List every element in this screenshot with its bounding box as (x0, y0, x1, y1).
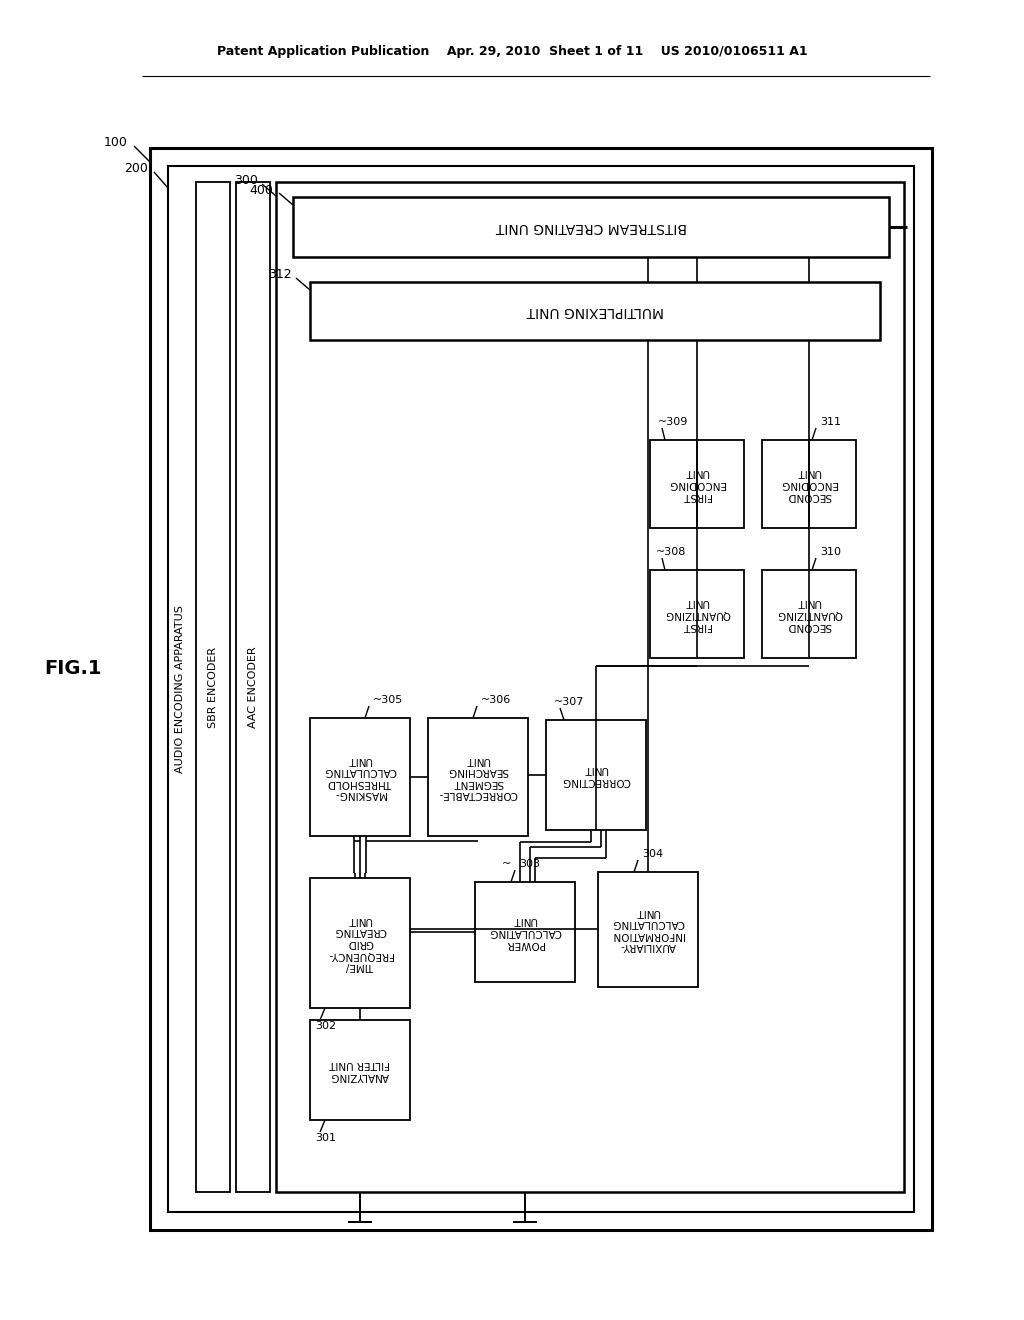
Text: 200: 200 (124, 161, 148, 174)
Text: ~: ~ (502, 859, 511, 869)
Text: CORRECTABLE-
SEGMENT
SEARCHING
UNIT: CORRECTABLE- SEGMENT SEARCHING UNIT (438, 755, 518, 800)
Bar (236, 182, 270, 1192)
Text: 301: 301 (315, 1133, 336, 1143)
Bar (650, 440, 744, 528)
Bar (310, 1020, 410, 1119)
Text: TIME/
FREQUENCY-
GRID
CREATING
UNIT: TIME/ FREQUENCY- GRID CREATING UNIT (328, 915, 393, 972)
Text: FIG.1: FIG.1 (44, 659, 101, 677)
Bar (196, 182, 230, 1192)
Text: AUXILIARY-
INFORMATION
CALCULATING
UNIT: AUXILIARY- INFORMATION CALCULATING UNIT (611, 907, 684, 952)
Bar (310, 878, 410, 1008)
Bar (310, 718, 410, 836)
Text: POWER
CALCULATING
UNIT: POWER CALCULATING UNIT (488, 915, 561, 949)
Bar (546, 719, 646, 830)
Bar (762, 570, 856, 657)
Bar (276, 182, 904, 1192)
Text: ~308: ~308 (656, 546, 686, 557)
Text: SECOND
QUANTIZING
UNIT: SECOND QUANTIZING UNIT (776, 598, 842, 631)
Bar (428, 718, 528, 836)
Text: SECOND
ENCODING
UNIT: SECOND ENCODING UNIT (780, 467, 838, 500)
Text: FIRST
QUANTIZING
UNIT: FIRST QUANTIZING UNIT (664, 598, 730, 631)
Bar (650, 570, 744, 657)
Bar (475, 882, 575, 982)
Text: 312: 312 (268, 268, 292, 281)
Text: FIRST
ENCODING
UNIT: FIRST ENCODING UNIT (669, 467, 725, 500)
Text: MASKING-
THRESHOLD
CALCULATING
UNIT: MASKING- THRESHOLD CALCULATING UNIT (324, 755, 396, 800)
Text: ~305: ~305 (373, 696, 403, 705)
Text: ~306: ~306 (481, 696, 511, 705)
Bar (168, 166, 914, 1212)
Bar (150, 148, 932, 1230)
Text: 300: 300 (234, 173, 258, 186)
Text: AUDIO ENCODING APPARATUS: AUDIO ENCODING APPARATUS (175, 605, 185, 774)
Text: 304: 304 (642, 849, 664, 859)
Text: MULTIPLEXING UNIT: MULTIPLEXING UNIT (526, 304, 664, 318)
Text: CORRECTING
UNIT: CORRECTING UNIT (561, 764, 631, 785)
Text: Patent Application Publication    Apr. 29, 2010  Sheet 1 of 11    US 2010/010651: Patent Application Publication Apr. 29, … (217, 45, 807, 58)
Text: ~307: ~307 (554, 697, 585, 708)
Text: SBR ENCODER: SBR ENCODER (208, 647, 218, 727)
Text: BITSTREAM CREATING UNIT: BITSTREAM CREATING UNIT (496, 220, 686, 234)
Bar (293, 197, 889, 257)
Text: AAC ENCODER: AAC ENCODER (248, 647, 258, 727)
Text: 311: 311 (820, 417, 841, 426)
Text: 310: 310 (820, 546, 841, 557)
Bar (762, 440, 856, 528)
Text: 400: 400 (249, 183, 273, 197)
Text: 302: 302 (315, 1020, 336, 1031)
Text: ~309: ~309 (658, 417, 688, 426)
Text: 303: 303 (519, 859, 540, 869)
Text: ANALYZING
FILTER UNIT: ANALYZING FILTER UNIT (330, 1059, 390, 1081)
Bar (310, 282, 880, 341)
Text: 100: 100 (104, 136, 128, 149)
Bar (598, 873, 698, 987)
